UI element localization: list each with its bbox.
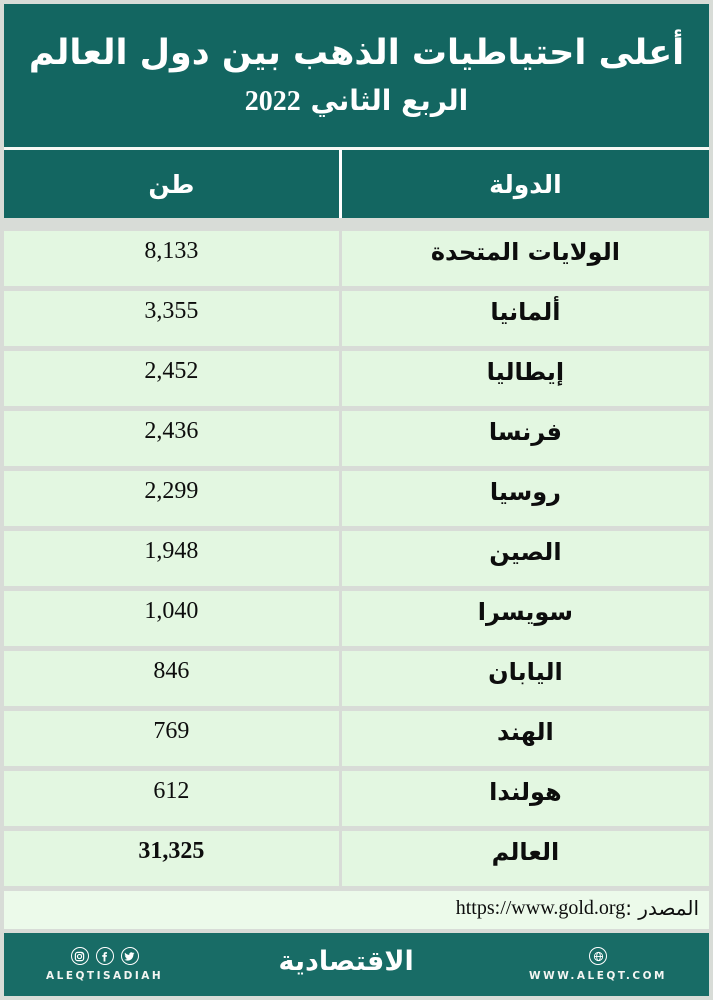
tons-cell: 31,325 [4,831,339,886]
country-cell: إيطاليا [341,351,709,406]
twitter-icon [120,947,139,965]
table-header-row: الدولة طن [4,150,709,218]
source-row: المصدر : https://www.gold.org [4,891,709,929]
country-cell: ألمانيا [341,291,709,346]
table-row: فرنسا 2,436 [4,411,709,466]
column-header-tons: طن [4,150,339,218]
table-row: العالم 31,325 [4,831,709,886]
source-url: https://www.gold.org [455,896,626,919]
country-cell: الهند [341,711,709,766]
tons-cell: 769 [4,711,339,766]
table-row: الهند 769 [4,711,709,766]
table-body: الولايات المتحدة 8,133 ألمانيا 3,355 إيط… [4,231,709,886]
facebook-icon [95,947,114,965]
tons-cell: 8,133 [4,231,339,286]
country-cell: الولايات المتحدة [341,231,709,286]
page-subtitle: الربع الثاني 2022 [244,83,469,117]
column-header-country: الدولة [341,150,709,218]
table-row: اليابان 846 [4,651,709,706]
aleqtisadiah-logo: الاقتصادية [278,946,414,977]
footer-brand-latin: ALEQTISADIAH [46,970,164,982]
source-label: المصدر : [625,896,699,920]
footer-bar: ALEQTISADIAH الاقتصادية WWW.ALEQT.COM [4,933,709,996]
globe-icon [589,947,608,965]
tons-cell: 846 [4,651,339,706]
table-row: سويسرا 1,040 [4,591,709,646]
footer-url: WWW.ALEQT.COM [529,970,667,982]
table-row: روسيا 2,299 [4,471,709,526]
tons-cell: 3,355 [4,291,339,346]
country-cell: الصين [341,531,709,586]
country-cell: هولندا [341,771,709,826]
instagram-icon [70,947,89,965]
table-row: ألمانيا 3,355 [4,291,709,346]
social-icons [70,947,139,965]
table-row: إيطاليا 2,452 [4,351,709,406]
footer-website-group: WWW.ALEQT.COM [529,947,667,982]
tons-cell: 2,436 [4,411,339,466]
gold-reserves-table: الدولة طن الولايات المتحدة 8,133 ألمانيا… [4,150,709,886]
table-row: الصين 1,948 [4,531,709,586]
page-title: أعلى احتياطيات الذهب بين دول العالم [28,32,685,73]
subtitle-text: الربع الثاني [310,83,469,117]
country-cell: اليابان [341,651,709,706]
table-row: هولندا 612 [4,771,709,826]
tons-cell: 2,299 [4,471,339,526]
table-row: الولايات المتحدة 8,133 [4,231,709,286]
country-cell: روسيا [341,471,709,526]
tons-cell: 1,040 [4,591,339,646]
subtitle-year: 2022 [244,85,301,117]
title-block: أعلى احتياطيات الذهب بين دول العالم الرب… [4,4,709,150]
tons-cell: 2,452 [4,351,339,406]
country-cell: العالم [341,831,709,886]
tons-cell: 1,948 [4,531,339,586]
country-cell: فرنسا [341,411,709,466]
country-cell: سويسرا [341,591,709,646]
tons-cell: 612 [4,771,339,826]
footer-social-group: ALEQTISADIAH [46,947,163,982]
